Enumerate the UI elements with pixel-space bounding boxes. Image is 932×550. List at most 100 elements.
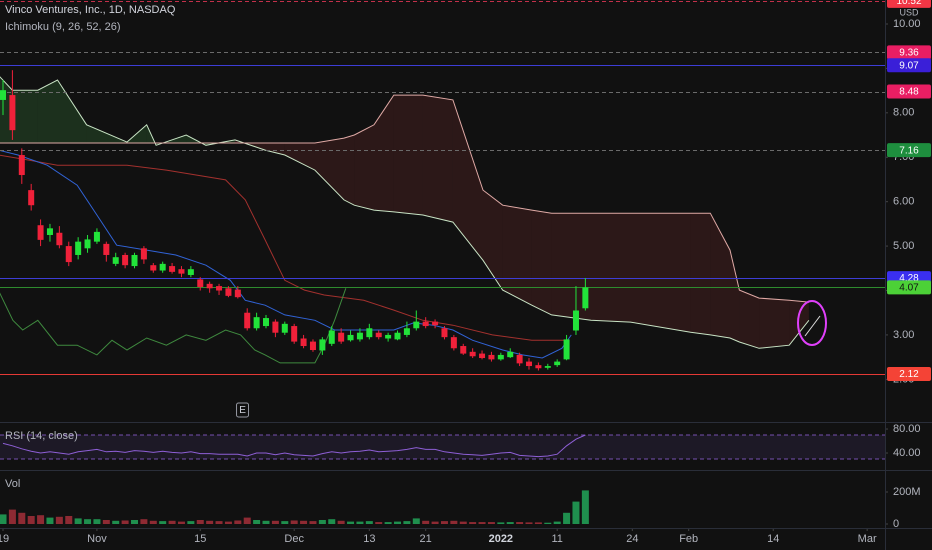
candle-body (234, 289, 241, 298)
currency-label: USD (899, 7, 919, 17)
volume-bar (168, 520, 176, 524)
candle-body (291, 326, 298, 342)
volume-bar (516, 522, 524, 524)
candle-body (112, 257, 119, 264)
candle-body (263, 318, 270, 327)
volume-bar (394, 521, 402, 524)
candle-body (356, 332, 363, 340)
volume-bar (112, 520, 120, 524)
candle-body (385, 334, 392, 339)
x-tick-label: 21 (420, 533, 432, 545)
y-tick-label: 0 (893, 518, 899, 530)
volume-bar (300, 520, 308, 524)
candle-body (253, 317, 260, 329)
volume-bar (55, 516, 63, 524)
candle-body (56, 232, 63, 246)
volume-bar (281, 521, 289, 524)
volume-bar (553, 521, 561, 524)
volume-bar (412, 518, 420, 524)
candle-body (300, 338, 307, 347)
candle-body (93, 231, 100, 242)
cloud-fill (374, 95, 394, 212)
volume-bar (46, 517, 54, 524)
price-label: 2.12 (899, 369, 919, 380)
candle-body (432, 321, 439, 326)
volume-bar (337, 520, 345, 524)
volume-bar (224, 521, 232, 524)
volume-bar (534, 522, 542, 524)
cloud-fill (591, 213, 631, 323)
candle-body (140, 248, 147, 260)
candle-body (403, 328, 410, 335)
x-tick-label: 11 (551, 533, 562, 545)
x-tick-label: 14 (767, 533, 779, 545)
candle-body (18, 155, 25, 176)
y-tick-label: 80.00 (893, 423, 921, 435)
volume-bar (356, 521, 364, 524)
candle-body (572, 310, 579, 331)
price-label-bg (887, 280, 931, 295)
volume-bar (318, 520, 326, 524)
cloud-fill (354, 124, 374, 211)
price-label-bg (887, 58, 931, 73)
volume-bar (422, 520, 430, 524)
candle-body (544, 366, 551, 368)
volume-bar (544, 522, 552, 524)
cloud-fill (789, 300, 809, 346)
candle-body (413, 321, 420, 329)
volume-bar (149, 520, 157, 524)
candle-body (75, 241, 82, 255)
price-label-bg (887, 84, 931, 99)
cloud-fill (393, 95, 423, 215)
cloud-fill (483, 190, 503, 291)
volume-bar (431, 521, 439, 524)
y-tick-label: 8.00 (893, 107, 914, 119)
price-label: 4.07 (899, 283, 919, 294)
candle-body (497, 354, 504, 360)
drawing-line (804, 315, 821, 337)
candle-body (46, 228, 53, 235)
price-label-bg (887, 0, 931, 8)
candle-body (103, 243, 110, 255)
candle-body (469, 351, 476, 357)
volume-bar (497, 522, 505, 524)
leading-span-a (0, 76, 810, 349)
x-tick-label: 2022 (489, 533, 513, 545)
candle-body (422, 321, 429, 327)
chart-title: Vinco Ventures, Inc., 1D, NASDAQ (5, 4, 176, 16)
y-tick-label: 200M (893, 486, 921, 498)
volume-bar (309, 521, 317, 524)
cloud-fill (730, 250, 740, 342)
rsi-band-fill (0, 435, 885, 460)
volume-bar (177, 521, 185, 524)
volume-bar (84, 519, 92, 524)
cloud-fill (452, 99, 483, 261)
volume-bar (271, 520, 279, 524)
candle-body (441, 328, 448, 338)
indicator-line (0, 150, 572, 359)
indicator-line (0, 154, 567, 341)
cloud-fill (284, 143, 315, 171)
cloud-fill (710, 213, 730, 338)
candle-body (0, 90, 7, 100)
cloud-fill (265, 143, 285, 155)
volume-title: Vol (5, 478, 20, 490)
candle-body (535, 365, 542, 369)
volume-bar (290, 520, 298, 524)
candle-body (526, 361, 533, 367)
cloud-fill (739, 290, 760, 349)
cloud-fill (630, 213, 691, 333)
volume-bar (506, 522, 514, 524)
volume-bar (440, 521, 448, 524)
cloud-fill (551, 213, 591, 321)
volume-bar (403, 521, 411, 524)
x-tick-label: 24 (626, 533, 638, 545)
y-tick-label: 10.00 (893, 18, 921, 30)
volume-bar (131, 520, 139, 524)
volume-bar (215, 521, 223, 524)
volume-bar (581, 490, 589, 524)
candle-body (159, 263, 166, 271)
